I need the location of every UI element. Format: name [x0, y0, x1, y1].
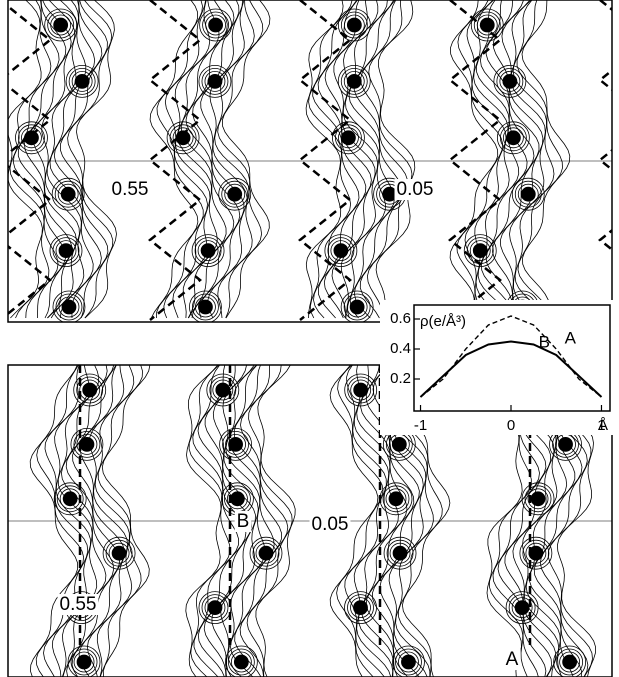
contour-map-top [0, 0, 619, 323]
panel-label: 0.05 [312, 514, 349, 535]
y-axis-label: ρ(e/Å³) [420, 313, 466, 330]
density-peak [208, 74, 222, 88]
y-tick-label: 0.4 [390, 340, 411, 357]
density-peak [201, 244, 215, 258]
density-peak [354, 601, 368, 615]
contour-line [47, 0, 86, 318]
density-peak [59, 244, 73, 258]
density-peak [393, 546, 407, 560]
density-peak [208, 601, 222, 615]
panel-label: A [506, 649, 519, 670]
contour-line [309, 0, 353, 318]
density-peak [228, 187, 242, 201]
inset-background [380, 300, 619, 435]
x-tick-label: -1 [414, 417, 427, 434]
density-peak [83, 383, 97, 397]
x-tick-label: 1 [597, 417, 605, 434]
panel-label: 0.05 [397, 179, 434, 200]
density-peak [531, 492, 545, 506]
density-peak [198, 300, 212, 314]
density-peak [503, 74, 517, 88]
panel-label: 0.55 [112, 179, 149, 200]
density-peak [392, 437, 406, 451]
density-peak [347, 18, 361, 32]
density-peak [209, 18, 223, 32]
density-peak [473, 244, 487, 258]
y-tick-label: 0.2 [390, 370, 411, 387]
density-peak [334, 244, 348, 258]
inset-chart: ρ(e/Å³) Å 0.20.40.6-101AB [380, 300, 619, 435]
contour-line [186, 0, 234, 318]
panel-label: 0.55 [60, 594, 97, 615]
density-peak [341, 131, 355, 145]
contour-line [522, 0, 570, 318]
contour-line [18, 0, 66, 318]
density-peak [62, 300, 76, 314]
density-peak [389, 492, 403, 506]
figure: 0.550.05B0.050.55A ρ(e/Å³) Å 0.20.40.6-1… [0, 0, 619, 677]
contour-line [367, 0, 412, 318]
contour-line [164, 0, 208, 318]
contour-line [313, 0, 359, 318]
contour-line [218, 0, 263, 318]
x-tick-label: 0 [507, 417, 515, 434]
density-peak [354, 383, 368, 397]
density-peak [559, 437, 573, 451]
density-peak [75, 74, 89, 88]
density-peak [230, 492, 244, 506]
panel-label: B [237, 511, 250, 532]
density-peak [506, 131, 520, 145]
contour-line [474, 0, 510, 318]
density-peak [63, 492, 77, 506]
page: 0.550.05B0.050.55A ρ(e/Å³) Å 0.20.40.6-1… [0, 0, 619, 677]
contour-line [457, 0, 503, 318]
density-peak [54, 18, 68, 32]
density-peak [216, 383, 230, 397]
density-peak [521, 187, 535, 201]
density-peak [61, 187, 75, 201]
series-label: A [565, 328, 577, 347]
density-peak [383, 187, 397, 201]
contour-line [376, 0, 415, 318]
contour-line [222, 0, 270, 318]
contour-line [42, 0, 80, 318]
contour-line [54, 0, 102, 318]
series-label: B [539, 332, 550, 351]
density-peak [401, 655, 415, 669]
density-peak [112, 546, 126, 560]
contour-line [156, 0, 203, 318]
y-tick-label: 0.6 [390, 310, 411, 327]
contour-line [349, 0, 395, 318]
density-peak [259, 546, 273, 560]
density-peak [350, 300, 364, 314]
density-peak [80, 437, 94, 451]
density-peak [347, 74, 361, 88]
density-peak [515, 601, 529, 615]
bond-line [600, 0, 619, 320]
contour-line [215, 0, 255, 318]
density-peak [563, 655, 577, 669]
density-peak [234, 655, 248, 669]
contour-line [354, 0, 402, 318]
density-peak [77, 655, 91, 669]
